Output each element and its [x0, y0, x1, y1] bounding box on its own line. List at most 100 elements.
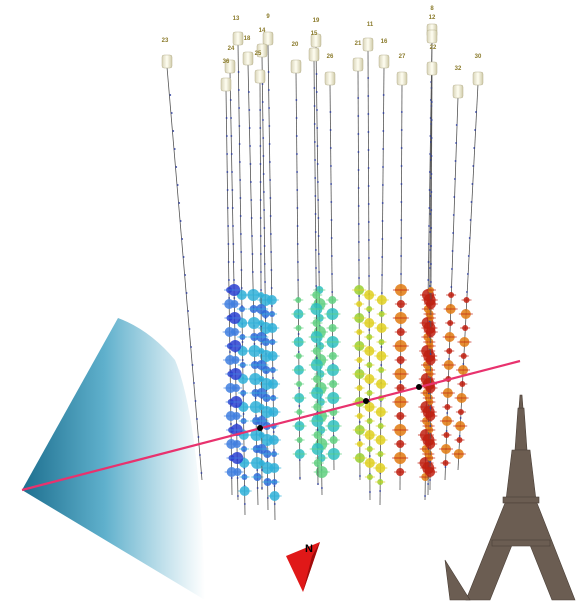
optical-module — [424, 495, 426, 497]
optical-module — [316, 91, 318, 93]
optical-module — [228, 297, 230, 299]
optical-module — [316, 357, 318, 359]
optical-module — [189, 328, 191, 330]
optical-module — [451, 268, 453, 270]
optical-module — [380, 364, 382, 366]
optical-module — [260, 181, 262, 183]
optical-module — [431, 119, 433, 121]
optical-module — [448, 358, 450, 360]
optical-module — [260, 217, 262, 219]
optical-module — [297, 279, 299, 281]
optical-module — [317, 163, 319, 165]
optical-module — [251, 235, 253, 237]
optical-module — [401, 147, 403, 149]
optical-module — [226, 171, 228, 173]
optical-module — [430, 209, 432, 211]
optical-module — [263, 191, 265, 193]
optical-module — [190, 346, 192, 348]
buoy — [353, 58, 363, 71]
string-cable — [268, 44, 275, 520]
optical-module — [452, 250, 454, 252]
optical-module — [316, 73, 318, 75]
optical-module — [248, 109, 250, 111]
optical-module — [271, 305, 273, 307]
string-label: 13 — [233, 16, 240, 22]
optical-module — [269, 179, 271, 181]
optical-module — [358, 223, 360, 225]
optical-module — [331, 237, 333, 239]
optical-module — [263, 155, 265, 157]
optical-module — [233, 279, 235, 281]
optical-module — [453, 196, 455, 198]
optical-module — [249, 127, 251, 129]
optical-module — [250, 199, 252, 201]
optical-module — [231, 189, 233, 191]
optical-module — [400, 219, 402, 221]
optical-module — [238, 107, 240, 109]
string-label: 25 — [255, 51, 262, 57]
optical-module — [260, 343, 262, 345]
buoy — [233, 32, 243, 45]
optical-module — [315, 249, 317, 251]
optical-module — [401, 129, 403, 131]
optical-module — [177, 184, 179, 186]
optical-module — [192, 364, 194, 366]
optical-module — [318, 271, 320, 273]
optical-module — [381, 346, 383, 348]
optical-module — [175, 166, 177, 168]
optical-module — [228, 279, 230, 281]
buoy — [379, 55, 389, 68]
optical-module — [230, 117, 232, 119]
optical-module — [357, 97, 359, 99]
optical-module — [268, 71, 270, 73]
optical-module — [231, 153, 233, 155]
optical-module — [239, 179, 241, 181]
optical-module — [368, 239, 370, 241]
optical-module — [269, 161, 271, 163]
optical-module — [368, 131, 370, 133]
optical-module — [232, 243, 234, 245]
optical-module — [270, 233, 272, 235]
optical-module — [230, 423, 232, 425]
optical-module — [299, 477, 301, 479]
optical-module — [228, 261, 230, 263]
optical-module — [383, 112, 385, 114]
optical-module — [330, 111, 332, 113]
optical-module — [271, 269, 273, 271]
optical-module — [381, 256, 383, 258]
optical-module — [331, 291, 333, 293]
optical-module — [268, 125, 270, 127]
optical-module — [358, 259, 360, 261]
optical-module — [429, 267, 431, 269]
optical-module — [359, 439, 361, 441]
detector-string: 21 — [352, 41, 367, 480]
optical-module — [331, 255, 333, 257]
string-label: 23 — [162, 38, 169, 44]
optical-module — [381, 292, 383, 294]
optical-module — [382, 202, 384, 204]
optical-module — [429, 189, 431, 191]
optical-module — [270, 251, 272, 253]
optical-module — [227, 243, 229, 245]
optical-module — [297, 243, 299, 245]
optical-module — [259, 109, 261, 111]
optical-module — [330, 147, 332, 149]
optical-module — [260, 253, 262, 255]
optical-module — [330, 201, 332, 203]
optical-module — [452, 232, 454, 234]
optical-module — [313, 87, 315, 89]
buoy — [243, 52, 253, 65]
optical-module — [430, 281, 432, 283]
optical-module — [400, 381, 402, 383]
string-label: 27 — [399, 54, 406, 60]
optical-module — [229, 351, 231, 353]
buoy — [397, 72, 407, 85]
optical-module — [240, 251, 242, 253]
optical-module — [226, 135, 228, 137]
optical-module — [297, 207, 299, 209]
optical-module — [455, 160, 457, 162]
track-point — [416, 384, 422, 390]
optical-module — [296, 117, 298, 119]
buoy — [363, 38, 373, 51]
optical-module — [429, 407, 431, 409]
